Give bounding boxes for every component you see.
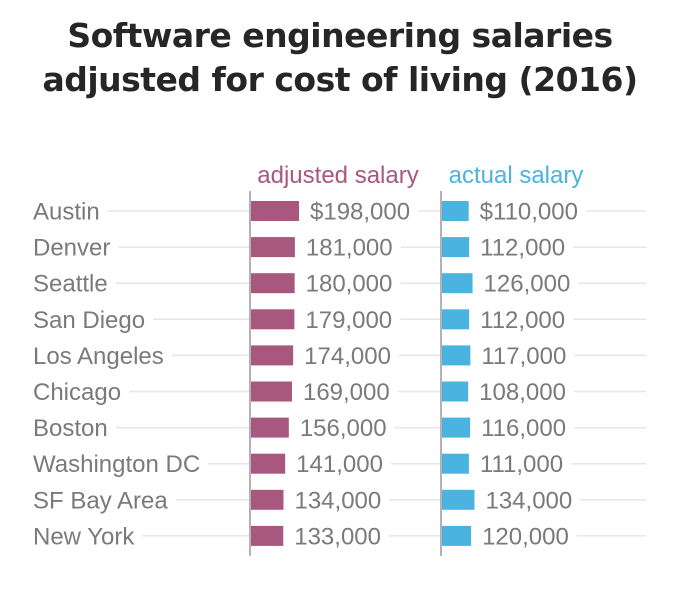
bar-adjusted-washington-dc bbox=[251, 453, 286, 474]
bar-actual-sf-bay-area bbox=[442, 489, 475, 510]
value-label-actual-seattle: 126,000 bbox=[484, 271, 571, 298]
category-label-san-diego: San Diego bbox=[33, 307, 145, 334]
bar-adjusted-new-york bbox=[251, 525, 284, 546]
value-label-actual-austin: $110,000 bbox=[480, 199, 578, 226]
value-label-adjusted-sf-bay-area: 134,000 bbox=[294, 487, 381, 514]
bar-actual-san-diego bbox=[442, 309, 470, 330]
bar-adjusted-denver bbox=[251, 237, 295, 258]
category-label-washington-dc: Washington DC bbox=[33, 451, 200, 478]
category-label-austin: Austin bbox=[33, 199, 100, 226]
bar-adjusted-austin bbox=[251, 201, 299, 221]
bar-actual-los-angeles bbox=[442, 345, 471, 366]
value-label-adjusted-los-angeles: 174,000 bbox=[304, 343, 391, 370]
value-label-actual-los-angeles: 117,000 bbox=[481, 343, 566, 370]
legend-adjusted-salary: adjusted salary bbox=[257, 162, 418, 189]
value-label-actual-denver: 112,000 bbox=[480, 235, 565, 262]
value-label-actual-new-york: 120,000 bbox=[482, 523, 569, 550]
bar-actual-seattle bbox=[442, 273, 473, 294]
category-label-denver: Denver bbox=[33, 235, 110, 262]
category-label-boston: Boston bbox=[33, 415, 108, 442]
category-label-los-angeles: Los Angeles bbox=[33, 343, 164, 370]
bar-adjusted-los-angeles bbox=[251, 345, 294, 366]
bar-actual-washington-dc bbox=[442, 453, 469, 474]
bar-actual-chicago bbox=[442, 381, 469, 402]
value-label-actual-washington-dc: 111,000 bbox=[480, 451, 563, 478]
legend-actual-salary: actual salary bbox=[449, 162, 584, 189]
value-label-adjusted-new-york: 133,000 bbox=[294, 523, 381, 550]
value-label-adjusted-seattle: 180,000 bbox=[306, 271, 393, 298]
bar-actual-austin bbox=[442, 201, 469, 221]
bar-adjusted-seattle bbox=[251, 273, 295, 294]
value-label-adjusted-austin: $198,000 bbox=[310, 199, 410, 226]
chart-title: Software engineering salaries adjusted f… bbox=[0, 14, 680, 102]
bar-actual-boston bbox=[442, 417, 471, 438]
value-label-adjusted-chicago: 169,000 bbox=[303, 379, 390, 406]
bar-adjusted-sf-bay-area bbox=[251, 489, 284, 510]
category-label-sf-bay-area: SF Bay Area bbox=[33, 487, 168, 514]
bar-actual-new-york bbox=[442, 525, 472, 546]
bar-adjusted-san-diego bbox=[251, 309, 295, 330]
value-label-adjusted-boston: 156,000 bbox=[300, 415, 387, 442]
category-label-chicago: Chicago bbox=[33, 379, 121, 406]
value-label-adjusted-san-diego: 179,000 bbox=[305, 307, 392, 334]
value-label-actual-boston: 116,000 bbox=[481, 415, 566, 442]
value-label-adjusted-washington-dc: 141,000 bbox=[296, 451, 383, 478]
chart-title-line-1: Software engineering salaries bbox=[67, 16, 613, 55]
value-label-actual-san-diego: 112,000 bbox=[480, 307, 565, 334]
bar-adjusted-boston bbox=[251, 417, 289, 438]
bar-adjusted-chicago bbox=[251, 381, 292, 402]
value-label-actual-sf-bay-area: 134,000 bbox=[485, 487, 572, 514]
category-label-new-york: New York bbox=[33, 523, 135, 550]
bar-actual-denver bbox=[442, 237, 470, 258]
category-label-seattle: Seattle bbox=[33, 271, 108, 298]
value-label-adjusted-denver: 181,000 bbox=[306, 235, 393, 262]
chart-title-line-2: adjusted for cost of living (2016) bbox=[42, 60, 638, 99]
value-label-actual-chicago: 108,000 bbox=[479, 379, 566, 406]
